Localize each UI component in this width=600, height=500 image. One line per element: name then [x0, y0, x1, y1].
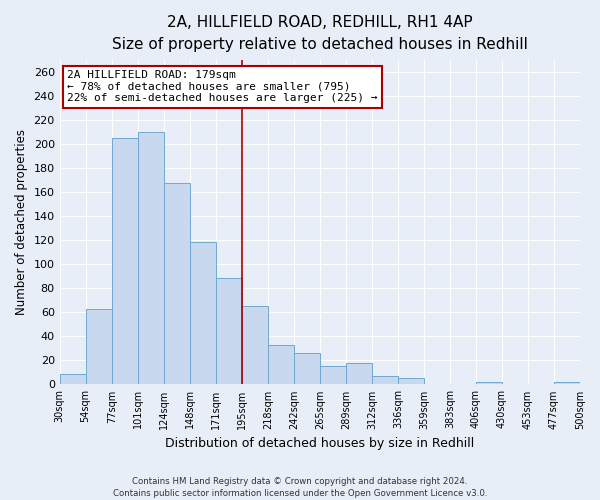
- Bar: [268, 345, 294, 385]
- Bar: [216, 278, 242, 384]
- Y-axis label: Number of detached properties: Number of detached properties: [15, 130, 28, 316]
- Bar: [346, 363, 372, 384]
- Bar: [320, 366, 346, 384]
- Bar: [112, 138, 138, 384]
- Bar: [398, 378, 424, 384]
- Bar: [372, 376, 398, 384]
- Bar: [164, 183, 190, 384]
- Text: Contains HM Land Registry data © Crown copyright and database right 2024.
Contai: Contains HM Land Registry data © Crown c…: [113, 476, 487, 498]
- Title: 2A, HILLFIELD ROAD, REDHILL, RH1 4AP
Size of property relative to detached house: 2A, HILLFIELD ROAD, REDHILL, RH1 4AP Siz…: [112, 15, 528, 52]
- Bar: [554, 382, 580, 384]
- Bar: [190, 242, 216, 384]
- X-axis label: Distribution of detached houses by size in Redhill: Distribution of detached houses by size …: [165, 437, 475, 450]
- Bar: [476, 382, 502, 384]
- Text: 2A HILLFIELD ROAD: 179sqm
← 78% of detached houses are smaller (795)
22% of semi: 2A HILLFIELD ROAD: 179sqm ← 78% of detac…: [67, 70, 378, 103]
- Bar: [242, 306, 268, 384]
- Bar: [86, 309, 112, 384]
- Bar: [138, 132, 164, 384]
- Bar: [294, 353, 320, 384]
- Bar: [59, 374, 86, 384]
